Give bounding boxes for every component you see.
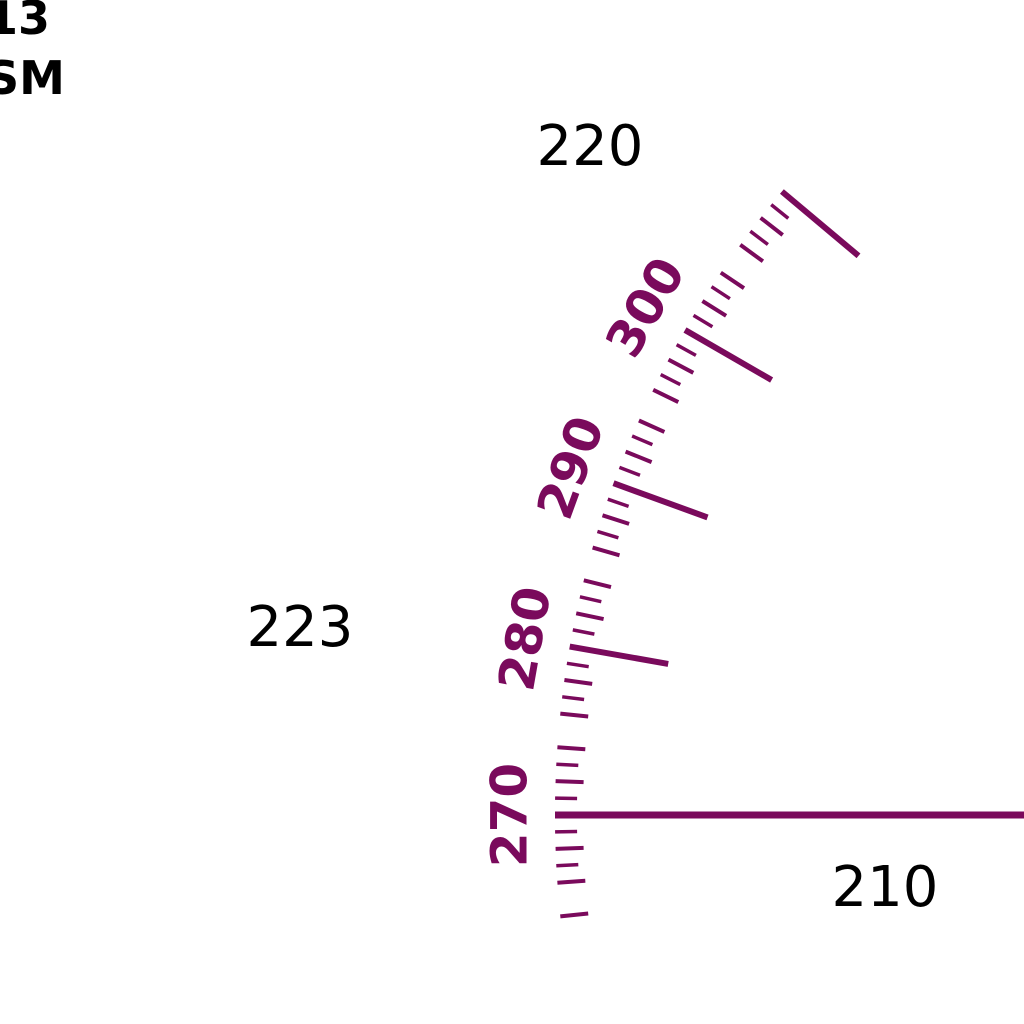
minor-tick-264 [560, 911, 589, 919]
minor-tick-272 [555, 779, 584, 785]
minor-tick-284 [583, 578, 612, 590]
minor-tick-304 [719, 270, 746, 290]
minor-tick-286 [592, 545, 621, 558]
major-tick-290 [612, 480, 709, 521]
minor-tick-293 [631, 434, 654, 447]
minor-tick-287 [596, 529, 619, 540]
elevation-label-210: 210 [832, 855, 939, 920]
minor-tick-289 [607, 497, 630, 509]
major-tick-280 [569, 643, 669, 667]
minor-tick-306 [739, 243, 765, 263]
minor-tick-273 [556, 762, 579, 768]
minor-tick-281 [572, 628, 595, 636]
minor-tick-274 [557, 745, 586, 752]
minor-tick-267 [556, 862, 579, 868]
minor-tick-268 [555, 845, 584, 851]
minor-tick-302 [701, 299, 728, 318]
corner-label-line2: SM [0, 51, 65, 105]
minor-tick-292 [624, 449, 653, 464]
elevation-label-220: 220 [537, 114, 644, 179]
minor-tick-298 [667, 357, 695, 375]
minor-tick-297 [659, 373, 682, 387]
minor-tick-301 [692, 313, 714, 329]
minor-tick-309 [770, 203, 790, 220]
minor-tick-288 [601, 513, 630, 526]
rose-label-270: 270 [481, 763, 539, 867]
minor-tick-278 [564, 678, 593, 686]
rose-label-290: 290 [526, 409, 616, 527]
minor-tick-277 [561, 695, 585, 702]
minor-tick-291 [618, 465, 641, 477]
corner-label: 13 SM [0, 0, 65, 105]
minor-tick-308 [759, 216, 784, 237]
minor-tick-283 [579, 595, 602, 604]
minor-tick-307 [749, 229, 769, 246]
minor-tick-303 [710, 285, 731, 301]
minor-tick-294 [638, 418, 666, 434]
minor-tick-282 [575, 611, 605, 622]
minor-tick-296 [652, 388, 680, 404]
minor-tick-299 [675, 343, 697, 357]
major-tick-300 [683, 327, 774, 383]
minor-tick-279 [566, 661, 589, 669]
rose-label-280: 280 [487, 582, 562, 695]
elevation-label-223: 223 [247, 595, 354, 660]
major-tick-310 [779, 189, 861, 259]
corner-label-line1: 13 [0, 0, 50, 45]
minor-tick-276 [560, 711, 589, 719]
minor-tick-266 [557, 878, 586, 885]
